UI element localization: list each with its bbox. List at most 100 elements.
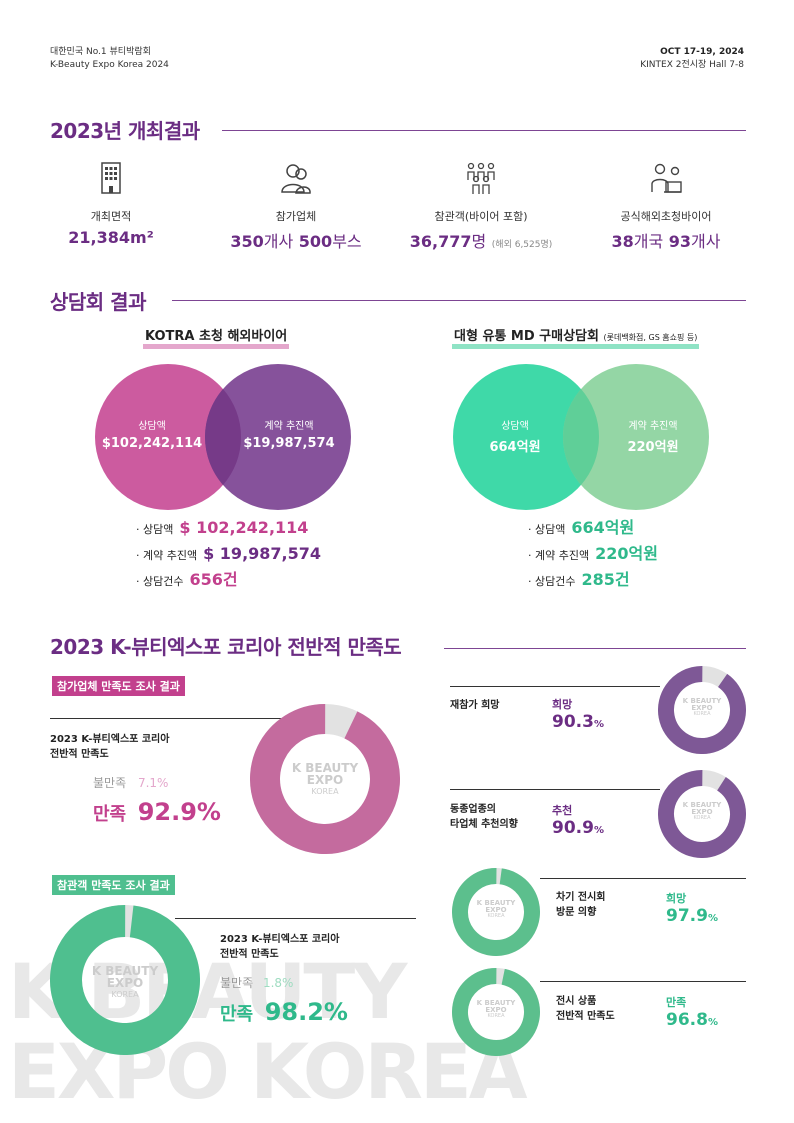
bullet-count: · 상담건수 656건: [136, 568, 321, 594]
result-value: 90.9%: [552, 818, 604, 838]
kotra-title: KOTRA 초청 해외바이어: [143, 325, 290, 349]
visitors-icon: [467, 162, 495, 194]
recommend-question: 동종업종의 타업체 추천의향: [450, 802, 518, 832]
result-label: 희망: [552, 698, 573, 711]
revisit-question: 차기 전시회 방문 의향: [556, 890, 605, 920]
exhibitor-donut-chart: [250, 704, 400, 854]
venn-circle-consult: [95, 364, 241, 510]
header-event-name: K-Beauty Expo Korea 2024: [50, 60, 169, 70]
dissatisfied-value: 1.8%: [262, 976, 294, 990]
venn-value: 664억원: [489, 440, 541, 455]
question-line2: 전반적 만족도: [556, 1011, 615, 1022]
bullet-value: $ 102,242,114: [179, 518, 309, 537]
stat-label: 개최면적: [90, 210, 132, 223]
rejoin-result: 희망 90.3%: [552, 696, 604, 732]
recommend-donut-chart: [658, 770, 746, 858]
exhibitor-survey-tag: 참가업체 만족도 조사 결과: [52, 676, 185, 696]
bullet-label: · 계약 추진액: [136, 549, 198, 562]
logo-line1: K BEAUTY: [476, 999, 516, 1007]
dissatisfied-value: 7.1%: [137, 776, 169, 790]
venn-circle-contract: [563, 364, 709, 510]
header-venue: KINTEX 2전시장 Hall 7-8: [640, 60, 744, 70]
question-line1: 동종업종의: [450, 804, 496, 815]
logo-line1: K BEAUTY: [682, 801, 722, 809]
result-percent: %: [593, 719, 604, 730]
bullet-value: 220억원: [595, 544, 658, 563]
stat-value: 21,384m²: [68, 228, 154, 247]
md-venn-left: 상담액 664억원: [460, 417, 570, 455]
product-satisfaction-donut-chart: [452, 968, 540, 1056]
bullet-label: · 상담액: [528, 523, 566, 536]
bullet-label: · 상담건수: [136, 575, 184, 588]
bullet-contract: · 계약 추진액 220억원: [528, 542, 658, 568]
question-line1: 2023 K-뷰티엑스포 코리아: [220, 934, 340, 945]
md-bullets: · 상담액 664억원 · 계약 추진액 220억원 · 상담건수 285건: [528, 516, 658, 594]
product-question: 전시 상품 전반적 만족도: [556, 994, 615, 1024]
result-number: 90.3: [552, 712, 594, 732]
bullet-label: · 상담액: [136, 523, 174, 536]
kbeauty-logo: K BEAUTY EXPO KOREA: [471, 900, 521, 919]
venn-label: 상담액: [138, 421, 166, 432]
logo-line2: EXPO: [485, 1006, 507, 1014]
section-title-results: 2023년 개최결과: [50, 119, 200, 143]
venn-value: 220억원: [627, 440, 679, 455]
divider: [50, 718, 285, 719]
visitor-satisfied: 만족 98.2%: [220, 998, 348, 1026]
result-number: 96.8: [666, 1010, 708, 1030]
venn-label: 계약 추진액: [264, 421, 314, 432]
venn-circle-contract: [205, 364, 351, 510]
logo-line2: EXPO: [306, 773, 344, 787]
venn-label: 계약 추진액: [628, 421, 678, 432]
question-line2: 전반적 만족도: [220, 949, 279, 960]
exhibitor-question: 2023 K-뷰티엑스포 코리아 전반적 만족도: [50, 732, 169, 762]
logo-line2: EXPO: [106, 976, 144, 990]
bullet-label: · 상담건수: [528, 575, 576, 588]
visitor-question: 2023 K-뷰티엑스포 코리아 전반적 만족도: [220, 932, 339, 962]
stat-unit: 개사: [263, 232, 294, 251]
logo-line1: K BEAUTY: [476, 899, 516, 907]
revisit-donut-chart: [452, 868, 540, 956]
result-label: 희망: [666, 892, 687, 905]
kotra-venn-left: 상담액 $102,242,114: [96, 417, 208, 451]
md-title-wrap: 대형 유통 MD 구매상담회 (롯데백화점, GS 홈쇼핑 등): [452, 329, 700, 349]
venn-value: $19,987,574: [243, 436, 335, 451]
venn-circle-consult: [453, 364, 599, 510]
stat-number: 36,777: [409, 232, 472, 251]
bullet-value: 285건: [581, 570, 630, 589]
kotra-bullets: · 상담액 $ 102,242,114 · 계약 추진액 $ 19,987,574 …: [136, 516, 321, 594]
kotra-title-text: KOTRA 초청 해외바이어: [143, 329, 290, 349]
dissatisfied-label: 불만족: [93, 776, 127, 790]
stat-label: 참가업체: [275, 210, 317, 223]
header-right: OCT 17-19, 2024 KINTEX 2전시장 Hall 7-8: [640, 46, 744, 72]
buyer-meeting-icon: [651, 163, 682, 193]
people-icon: [281, 164, 311, 194]
visitor-survey-tag: 참관객 만족도 조사 결과: [52, 875, 175, 895]
stat-note: (해외 6,525명): [491, 240, 553, 250]
question-line1: 재참가 희망: [450, 700, 500, 711]
logo-line3: KOREA: [693, 815, 711, 821]
question-line2: 타업체 추천의향: [450, 819, 518, 830]
stat-buyers: 공식해외초청바이어 38개국 93개사: [576, 160, 756, 252]
stat-exhibitors: 참가업체 350개사 500부스: [206, 160, 386, 252]
section-divider: [172, 300, 746, 301]
stat-unit: 부스: [332, 232, 362, 251]
bullet-value: 664억원: [571, 518, 635, 537]
question-line2: 방문 의향: [556, 907, 597, 918]
bullet-consult: · 상담액 664억원: [528, 516, 658, 542]
section-divider: [222, 130, 746, 131]
result-label: 만족: [666, 996, 687, 1009]
bullet-value: 656건: [189, 570, 238, 589]
divider: [540, 981, 746, 982]
kotra-venn-diagram: [95, 364, 351, 510]
stat-number: 350: [230, 232, 264, 251]
result-value: 97.9%: [666, 906, 718, 926]
exhibitor-satisfied: 만족 92.9%: [93, 798, 221, 826]
kotra-venn-right: 계약 추진액 $19,987,574: [230, 417, 348, 451]
stat-unit: 개사: [691, 232, 721, 251]
md-venn-diagram: [453, 364, 709, 510]
result-value: 90.3%: [552, 712, 604, 732]
stat-unit: 명: [471, 232, 487, 251]
donut-value-arc: [452, 868, 540, 956]
rejoin-donut-chart: [658, 666, 746, 754]
donut-value-arc: [658, 666, 746, 754]
